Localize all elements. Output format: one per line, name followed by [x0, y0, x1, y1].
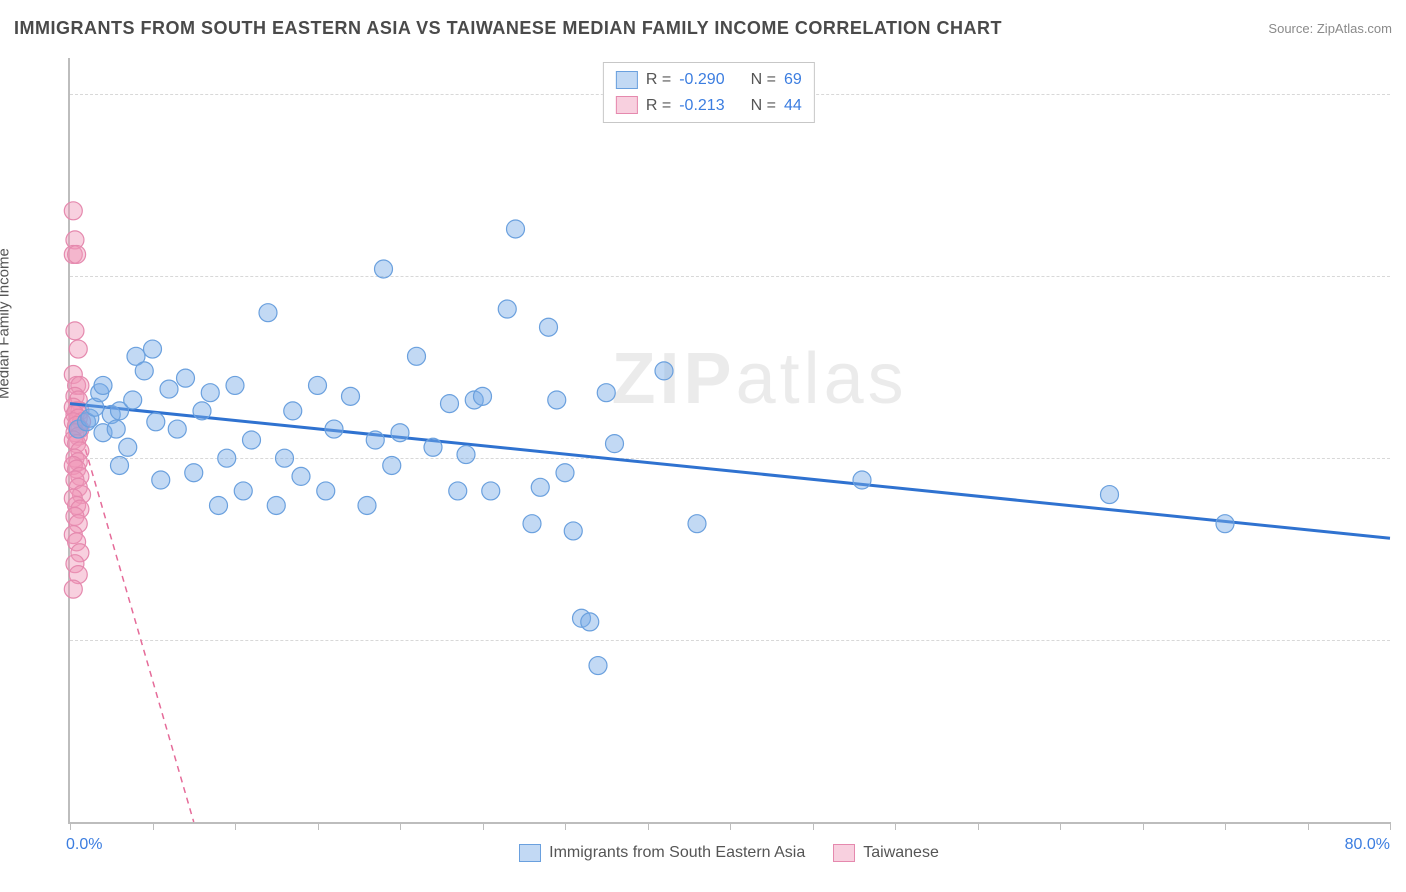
- data-point: [177, 369, 195, 387]
- data-point: [449, 482, 467, 500]
- data-point: [309, 376, 327, 394]
- source-prefix: Source:: [1268, 21, 1313, 36]
- data-point: [375, 260, 393, 278]
- legend-swatch-1: [616, 71, 638, 89]
- y-axis-label: Median Family Income: [0, 248, 13, 399]
- data-point: [64, 580, 82, 598]
- data-point: [284, 402, 302, 420]
- plot-area: ZIPatlas R = -0.290 N = 69 R = -0.213 N …: [68, 58, 1390, 824]
- data-point: [556, 464, 574, 482]
- n-value-1: 69: [784, 67, 802, 93]
- data-point: [581, 613, 599, 631]
- data-point: [185, 464, 203, 482]
- r-value-2: -0.213: [679, 93, 724, 119]
- data-point: [259, 304, 277, 322]
- data-point: [267, 496, 285, 514]
- legend-label-1: Immigrants from South Eastern Asia: [549, 844, 805, 862]
- data-point: [564, 522, 582, 540]
- legend-row-series-2: R = -0.213 N = 44: [616, 93, 802, 119]
- data-point: [292, 467, 310, 485]
- title-bar: IMMIGRANTS FROM SOUTH EASTERN ASIA VS TA…: [14, 18, 1392, 39]
- data-point: [210, 496, 228, 514]
- data-point: [606, 435, 624, 453]
- legend-swatch-series-1: [519, 844, 541, 862]
- data-point: [218, 449, 236, 467]
- r-label-2: R =: [646, 93, 671, 119]
- correlation-legend: R = -0.290 N = 69 R = -0.213 N = 44: [603, 62, 815, 123]
- series-legend: Immigrants from South Eastern Asia Taiwa…: [68, 844, 1390, 862]
- data-point: [226, 376, 244, 394]
- data-point: [107, 420, 125, 438]
- data-point: [474, 387, 492, 405]
- data-point: [688, 515, 706, 533]
- data-point: [589, 657, 607, 675]
- n-label-2: N =: [751, 93, 776, 119]
- legend-row-series-1: R = -0.290 N = 69: [616, 67, 802, 93]
- y-tick-label: $50,000: [1400, 631, 1406, 649]
- y-tick-label: $200,000: [1400, 85, 1406, 103]
- r-value-1: -0.290: [679, 67, 724, 93]
- data-point: [457, 446, 475, 464]
- legend-label-2: Taiwanese: [863, 844, 939, 862]
- data-point: [135, 362, 153, 380]
- n-value-2: 44: [784, 93, 802, 119]
- data-point: [408, 347, 426, 365]
- data-point: [68, 245, 86, 263]
- trend-line: [70, 404, 1390, 539]
- data-point: [540, 318, 558, 336]
- data-point: [201, 384, 219, 402]
- data-point: [243, 431, 261, 449]
- chart-container: Median Family Income ZIPatlas R = -0.290…: [14, 58, 1392, 874]
- data-point: [66, 322, 84, 340]
- data-point: [124, 391, 142, 409]
- data-point: [119, 438, 137, 456]
- data-point: [193, 402, 211, 420]
- data-point: [853, 471, 871, 489]
- data-point: [507, 220, 525, 238]
- source-link[interactable]: ZipAtlas.com: [1317, 21, 1392, 36]
- data-point: [325, 420, 343, 438]
- data-point: [424, 438, 442, 456]
- data-point: [69, 340, 87, 358]
- data-point: [94, 376, 112, 394]
- data-point: [597, 384, 615, 402]
- n-label-1: N =: [751, 67, 776, 93]
- data-point: [498, 300, 516, 318]
- chart-title: IMMIGRANTS FROM SOUTH EASTERN ASIA VS TA…: [14, 18, 1002, 39]
- data-point: [531, 478, 549, 496]
- data-point: [152, 471, 170, 489]
- data-point: [147, 413, 165, 431]
- data-point: [276, 449, 294, 467]
- data-point: [523, 515, 541, 533]
- data-point: [358, 496, 376, 514]
- data-point: [1101, 486, 1119, 504]
- data-point: [482, 482, 500, 500]
- legend-swatch-2: [616, 96, 638, 114]
- data-point: [441, 395, 459, 413]
- data-point: [317, 482, 335, 500]
- data-point: [168, 420, 186, 438]
- source-attribution: Source: ZipAtlas.com: [1268, 21, 1392, 36]
- y-tick-label: $100,000: [1400, 449, 1406, 467]
- data-point: [144, 340, 162, 358]
- data-point: [366, 431, 384, 449]
- data-point: [548, 391, 566, 409]
- data-point: [160, 380, 178, 398]
- data-point: [234, 482, 252, 500]
- data-point: [383, 456, 401, 474]
- r-label-1: R =: [646, 67, 671, 93]
- y-tick-label: $150,000: [1400, 267, 1406, 285]
- data-point: [391, 424, 409, 442]
- legend-item-2: Taiwanese: [833, 844, 939, 862]
- data-point: [342, 387, 360, 405]
- legend-swatch-series-2: [833, 844, 855, 862]
- trend-line: [70, 396, 194, 822]
- data-point: [1216, 515, 1234, 533]
- data-point: [64, 202, 82, 220]
- data-point: [111, 456, 129, 474]
- legend-item-1: Immigrants from South Eastern Asia: [519, 844, 805, 862]
- data-svg: [70, 58, 1390, 822]
- data-point: [655, 362, 673, 380]
